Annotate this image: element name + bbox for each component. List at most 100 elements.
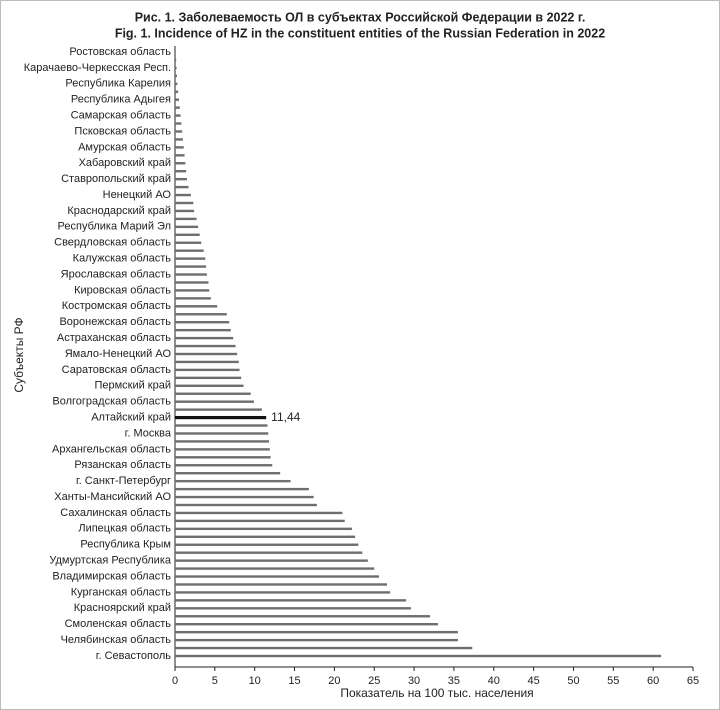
bar <box>175 185 189 189</box>
bar <box>175 408 262 411</box>
y-tick-label: г. Санкт-Петербург <box>76 475 171 487</box>
bar <box>175 162 186 165</box>
bar <box>175 177 187 181</box>
y-tick-label: Ярославская область <box>61 268 172 280</box>
y-tick-label: Рязанская область <box>74 459 171 471</box>
x-tick-label: 45 <box>527 675 539 687</box>
bar <box>175 456 271 459</box>
x-tick-label: 15 <box>288 675 300 687</box>
bar <box>175 424 268 427</box>
bar <box>175 400 254 403</box>
y-tick-label: Самарская область <box>71 109 172 121</box>
x-tick-label: 0 <box>172 675 178 687</box>
bar <box>175 630 458 634</box>
bar <box>175 638 458 642</box>
bar <box>175 376 242 380</box>
y-tick-label: Курганская область <box>71 586 172 598</box>
bar <box>175 559 368 562</box>
y-tick-label: Липецкая область <box>78 523 171 535</box>
bar <box>175 543 359 546</box>
bar <box>175 305 218 308</box>
bar <box>175 448 270 451</box>
bar <box>175 328 231 332</box>
bar <box>175 503 317 507</box>
bar <box>175 281 209 284</box>
x-tick-label: 65 <box>687 675 699 687</box>
x-tick-label: 40 <box>488 675 500 687</box>
bar <box>175 392 251 395</box>
bar <box>175 495 314 499</box>
bar <box>175 66 177 70</box>
bar <box>175 74 177 78</box>
bar <box>175 50 176 54</box>
bar <box>175 130 183 133</box>
bar <box>175 535 356 538</box>
x-tick-label: 50 <box>567 675 579 687</box>
x-tick-label: 10 <box>249 675 261 687</box>
bar <box>175 511 343 515</box>
bar <box>175 201 194 205</box>
x-tick-label: 5 <box>212 675 218 687</box>
x-axis-label: Показатель на 100 тыс. населения <box>340 686 533 700</box>
y-tick-label: Псковская область <box>74 125 171 137</box>
y-tick-label: Амурская область <box>78 141 171 153</box>
bar <box>175 146 184 149</box>
x-tick-label: 55 <box>607 675 619 687</box>
bar <box>175 591 391 594</box>
y-tick-label: Ямало-Ненецкий АО <box>65 348 172 360</box>
y-tick-label: Владимирская область <box>52 570 171 582</box>
y-tick-label: Сахалинская область <box>60 507 171 519</box>
y-tick-label: Республика Карелия <box>65 78 171 90</box>
x-tick-label: 30 <box>408 675 420 687</box>
bar <box>175 114 181 117</box>
x-tick-label: 35 <box>448 675 460 687</box>
x-tick-label: 60 <box>647 675 659 687</box>
bar <box>175 225 199 229</box>
bar <box>175 440 270 443</box>
y-tick-label: Волгоградская область <box>52 396 171 408</box>
bar <box>175 82 178 85</box>
bar <box>175 527 352 531</box>
bar <box>175 623 438 626</box>
y-tick-label: Ханты-Мансийский АО <box>54 491 171 503</box>
bar <box>175 575 380 578</box>
y-tick-label: Республика Крым <box>80 539 171 551</box>
bar <box>175 352 238 356</box>
bar <box>175 249 204 252</box>
bar <box>175 154 185 157</box>
y-axis-label: Субъекты РФ <box>12 317 26 392</box>
y-tick-label: Ненецкий АО <box>103 189 172 201</box>
y-tick-label: Воронежская область <box>59 316 171 328</box>
x-tick-label: 25 <box>368 675 380 687</box>
y-tick-label: Краснодарский край <box>67 205 171 217</box>
bar <box>175 241 202 244</box>
x-tick-label: 20 <box>328 675 340 687</box>
bar <box>175 297 211 300</box>
bar <box>175 487 309 491</box>
y-tick-label: Челябинская область <box>61 634 172 646</box>
y-tick-label: Ставропольский край <box>61 173 171 185</box>
bar <box>175 646 473 650</box>
y-tick-label: Алтайский край <box>91 411 171 423</box>
bar <box>175 273 207 276</box>
y-tick-label: Ростовская область <box>69 46 171 58</box>
y-tick-label: Костромская область <box>62 300 172 312</box>
y-tick-label: Республика Адыгея <box>71 94 171 106</box>
bar <box>175 615 431 618</box>
bar <box>175 90 179 93</box>
bar <box>175 98 179 101</box>
y-tick-label: г. Москва <box>125 427 172 439</box>
bar <box>175 106 180 109</box>
y-tick-label: Кировская область <box>74 284 171 296</box>
bar <box>175 432 269 435</box>
y-tick-label: Свердловская область <box>54 237 171 249</box>
bar <box>175 415 267 420</box>
bar <box>175 170 187 173</box>
bar <box>175 344 236 348</box>
bar <box>175 599 407 602</box>
y-tick-label: Красноярский край <box>74 602 171 614</box>
y-tick-label: Пермский край <box>94 380 171 392</box>
bar <box>175 209 195 213</box>
y-tick-label: Архангельская область <box>52 443 171 455</box>
